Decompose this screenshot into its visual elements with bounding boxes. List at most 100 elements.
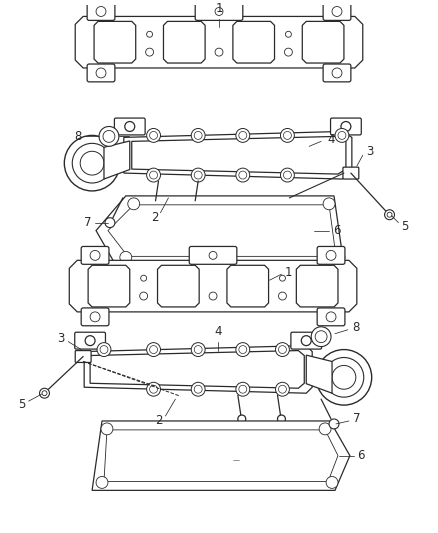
- Circle shape: [96, 68, 106, 78]
- Circle shape: [100, 345, 108, 353]
- Circle shape: [283, 132, 291, 139]
- Text: 3: 3: [57, 332, 64, 345]
- Circle shape: [326, 312, 336, 322]
- Circle shape: [239, 132, 247, 139]
- Circle shape: [96, 6, 106, 17]
- FancyBboxPatch shape: [323, 64, 351, 82]
- Circle shape: [150, 171, 158, 179]
- Circle shape: [239, 171, 247, 179]
- FancyBboxPatch shape: [343, 167, 359, 179]
- FancyBboxPatch shape: [81, 246, 109, 264]
- Circle shape: [280, 168, 294, 182]
- Circle shape: [147, 168, 160, 182]
- Polygon shape: [94, 21, 136, 63]
- Circle shape: [239, 345, 247, 353]
- Polygon shape: [104, 430, 338, 481]
- Circle shape: [323, 198, 335, 210]
- Circle shape: [150, 345, 158, 353]
- Circle shape: [279, 292, 286, 300]
- FancyBboxPatch shape: [75, 351, 91, 362]
- Circle shape: [329, 419, 339, 429]
- Circle shape: [191, 382, 205, 396]
- Circle shape: [147, 382, 160, 396]
- Circle shape: [341, 122, 351, 132]
- Circle shape: [101, 423, 113, 435]
- Circle shape: [279, 345, 286, 353]
- Text: 1: 1: [215, 3, 223, 15]
- Circle shape: [147, 343, 160, 357]
- Circle shape: [39, 388, 49, 398]
- Circle shape: [276, 382, 290, 396]
- Text: 5: 5: [18, 398, 26, 410]
- Circle shape: [326, 251, 336, 260]
- Circle shape: [319, 423, 331, 435]
- Text: 8: 8: [74, 130, 81, 143]
- FancyBboxPatch shape: [317, 246, 345, 264]
- Circle shape: [190, 201, 198, 209]
- Circle shape: [105, 217, 115, 228]
- Text: —: —: [232, 458, 239, 464]
- Circle shape: [283, 171, 291, 179]
- Circle shape: [385, 210, 395, 220]
- FancyBboxPatch shape: [195, 3, 243, 20]
- FancyBboxPatch shape: [317, 308, 345, 326]
- Polygon shape: [302, 21, 344, 63]
- Polygon shape: [84, 345, 312, 393]
- Circle shape: [90, 312, 100, 322]
- Circle shape: [99, 126, 119, 147]
- Text: 7: 7: [84, 216, 91, 229]
- Circle shape: [311, 327, 331, 346]
- Circle shape: [151, 201, 159, 209]
- Circle shape: [279, 385, 286, 393]
- Circle shape: [80, 151, 104, 175]
- Circle shape: [147, 128, 160, 142]
- Polygon shape: [104, 141, 130, 179]
- Circle shape: [191, 128, 205, 142]
- Polygon shape: [233, 21, 275, 63]
- FancyBboxPatch shape: [189, 246, 237, 264]
- Circle shape: [236, 128, 250, 142]
- Polygon shape: [297, 265, 338, 307]
- FancyBboxPatch shape: [75, 332, 106, 349]
- Text: 8: 8: [352, 321, 359, 334]
- Circle shape: [238, 415, 246, 423]
- Circle shape: [194, 171, 202, 179]
- Polygon shape: [90, 351, 304, 388]
- Polygon shape: [163, 21, 205, 63]
- Circle shape: [338, 132, 346, 139]
- Circle shape: [191, 343, 205, 357]
- Polygon shape: [96, 196, 344, 265]
- Circle shape: [150, 132, 158, 139]
- Polygon shape: [227, 265, 268, 307]
- Text: 4: 4: [214, 325, 222, 338]
- Circle shape: [236, 382, 250, 396]
- Circle shape: [209, 292, 217, 300]
- Circle shape: [85, 336, 95, 345]
- Polygon shape: [75, 17, 363, 68]
- Text: 2: 2: [155, 415, 162, 427]
- Circle shape: [326, 477, 338, 488]
- Circle shape: [332, 6, 342, 17]
- Circle shape: [191, 168, 205, 182]
- Text: 4: 4: [327, 133, 335, 146]
- Circle shape: [239, 385, 247, 393]
- Circle shape: [150, 385, 158, 393]
- Circle shape: [96, 477, 108, 488]
- Text: 6: 6: [333, 224, 340, 237]
- Circle shape: [209, 252, 217, 260]
- Text: 6: 6: [357, 449, 364, 462]
- Circle shape: [333, 252, 345, 263]
- Circle shape: [128, 198, 140, 210]
- Polygon shape: [158, 265, 199, 307]
- Polygon shape: [124, 132, 352, 179]
- Circle shape: [332, 68, 342, 78]
- Circle shape: [145, 48, 154, 56]
- Circle shape: [42, 391, 47, 395]
- Text: 2: 2: [151, 211, 159, 224]
- Circle shape: [278, 415, 286, 423]
- Polygon shape: [69, 260, 357, 312]
- Circle shape: [97, 343, 111, 357]
- Polygon shape: [132, 136, 346, 174]
- Circle shape: [90, 251, 100, 260]
- FancyBboxPatch shape: [331, 118, 361, 135]
